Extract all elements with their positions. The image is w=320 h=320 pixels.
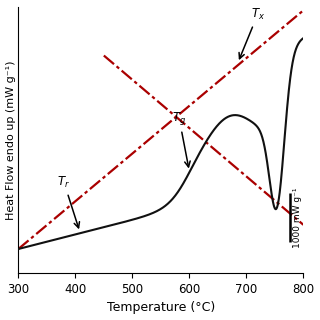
Y-axis label: Heat Flow endo up (mW g⁻¹): Heat Flow endo up (mW g⁻¹): [5, 60, 16, 220]
X-axis label: Temperature (°C): Temperature (°C): [107, 301, 215, 315]
Text: $T_g$: $T_g$: [172, 110, 190, 167]
Text: $T_x$: $T_x$: [239, 7, 265, 59]
Text: 1000 mW g⁻¹: 1000 mW g⁻¹: [293, 187, 302, 248]
Text: $T_r$: $T_r$: [58, 175, 79, 228]
